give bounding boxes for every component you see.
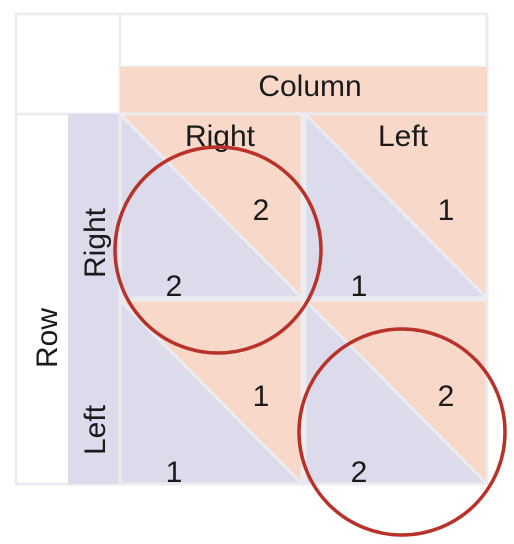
- equilibrium-circle-row-left-col-left: [297, 327, 507, 537]
- cell-border-row-right-col-left: [303, 112, 489, 300]
- row-payoff-row-left-col-left: 2: [351, 456, 368, 489]
- cell-diagonal-row-right-col-left: [303, 112, 489, 300]
- text-layer: Column Right Left Row Right Left: [31, 70, 429, 455]
- column-player-title: Column: [258, 70, 361, 103]
- cell-diagonal-row-right-col-right: [118, 112, 304, 300]
- row-player-title: Row: [31, 308, 64, 368]
- row-player-band: [68, 114, 120, 484]
- row-header-right: Right: [79, 207, 112, 278]
- cell-border-row-left-col-left: [303, 298, 489, 486]
- column-payoff-row-left-col-left: 2: [438, 380, 455, 413]
- column-player-band: [120, 67, 487, 114]
- cell-border-row-left-col-right: [118, 298, 304, 486]
- equilibrium-circle-row-right-col-right: [113, 145, 323, 355]
- column-header-left: Left: [378, 120, 429, 153]
- cell-diagonal-row-left-col-left: [303, 298, 489, 486]
- column-payoff-row-right-col-right: 2: [253, 194, 270, 227]
- row-payoff-row-left-col-right: 1: [166, 456, 183, 489]
- top-blank-cell: [118, 12, 489, 69]
- payoff-layer: 2 2 1 1 1 1 2 2: [166, 194, 455, 489]
- cell-diagonal-row-left-col-right: [118, 298, 304, 486]
- row-payoff-row-right-col-right: 2: [166, 270, 183, 303]
- circle-layer: [113, 145, 507, 537]
- column-payoff-row-left-col-right: 1: [253, 380, 270, 413]
- column-payoff-row-right-col-left: 1: [438, 194, 455, 227]
- cell-border-row-right-col-right: [118, 112, 304, 300]
- row-payoff-row-right-col-left: 1: [351, 270, 368, 303]
- row-header-left: Left: [79, 404, 112, 455]
